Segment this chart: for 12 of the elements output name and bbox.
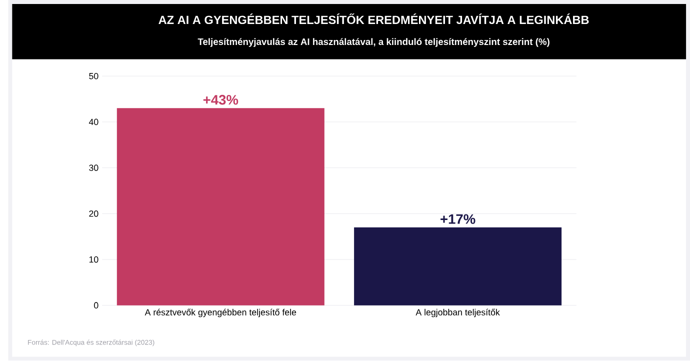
y-tick-label: 20 bbox=[89, 210, 98, 217]
chart-subtitle: Teljesítményjavulás az AI használatával, a kiinduló teljesítményszint szerint (%) bbox=[198, 38, 550, 48]
y-tick-label: 10 bbox=[89, 256, 98, 263]
y-tick-label: 0 bbox=[94, 302, 98, 309]
data-label: +17% bbox=[440, 214, 476, 224]
data-label: +43% bbox=[203, 95, 238, 105]
x-tick-label: A legjobban teljesítők bbox=[416, 308, 500, 318]
y-tick-label: 30 bbox=[89, 164, 98, 172]
x-tick-label: A résztvevők gyengébben teljesítő fele bbox=[144, 308, 296, 318]
y-tick-label: 50 bbox=[89, 73, 98, 80]
chart-title: AZ AI A GYENGÉBBEN TELJESÍTŐK EREDMÉNYEIT JAVÍTJA A LEGINKÁBB bbox=[158, 14, 589, 24]
y-tick-label: 40 bbox=[88, 118, 98, 126]
